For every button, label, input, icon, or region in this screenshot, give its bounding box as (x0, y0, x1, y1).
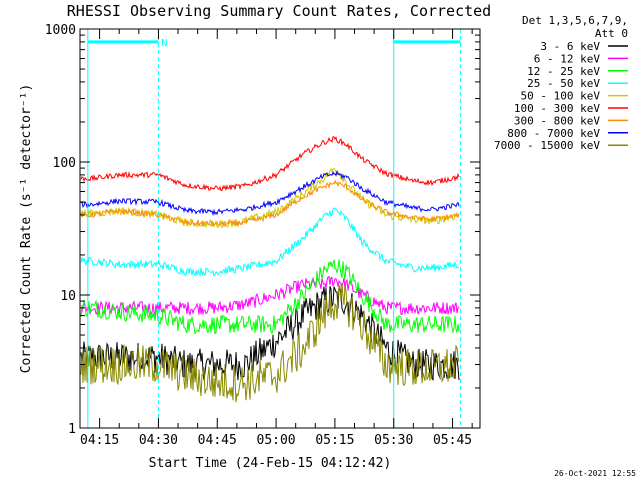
x-tick-label: 05:45 (433, 433, 472, 448)
legend-header-line-2: Att 0 (595, 27, 628, 40)
legend-label-7000-15000-kev: 7000 - 15000 keV (494, 139, 600, 152)
x-axis: 04:15 04:30 04:45 05:00 05:15 05:30 05:45 (79, 29, 473, 448)
legend-label-300-800-kev: 300 - 800 keV (514, 114, 600, 127)
plot-frame (79, 28, 481, 429)
x-axis-label: Start Time (24-Feb-15 04:12:42) (149, 456, 392, 471)
series-line-25-50-kev (80, 207, 460, 277)
series-line-100-300-kev (80, 136, 460, 192)
chart-title: RHESSI Observing Summary Count Rates, Co… (67, 2, 491, 20)
legend-label-3-6-kev: 3 - 6 keV (540, 40, 600, 53)
plot-area: 1 10 100 1000 04:15 04:30 04:45 05:00 05:15 05:3… (45, 23, 481, 448)
legend-label-25-50-kev: 25 - 50 keV (527, 77, 600, 90)
y-axis: 1 10 100 1000 (45, 23, 480, 437)
legend-label-12-25-kev: 12 - 25 keV (527, 65, 600, 78)
y-tick-label: 10 (60, 289, 76, 304)
legend-label-800-7000-kev: 800 - 7000 keV (507, 127, 600, 140)
legend-label-100-300-kev: 100 - 300 keV (514, 102, 600, 115)
flag-label: N (161, 38, 167, 49)
series-line-800-7000-kev (80, 169, 460, 217)
legend-label-6-12-kev: 6 - 12 keV (534, 52, 601, 65)
x-tick-label: 05:15 (315, 433, 354, 448)
series-line-50-100-kev (80, 167, 460, 229)
x-tick-label: 05:00 (257, 433, 296, 448)
series-line-6-12-kev (80, 275, 460, 317)
x-tick-label: 04:15 (80, 433, 119, 448)
series-line-12-25-kev (80, 259, 460, 335)
series-line-7000-15000-kev (80, 283, 460, 403)
y-axis-label: Corrected Count Rate (s⁻¹ detector⁻¹) (19, 84, 34, 374)
legend-header-line-1: Det 1,3,5,6,7,9, (522, 14, 628, 27)
y-tick-label: 100 (53, 156, 76, 171)
y-tick-label: 1000 (45, 23, 76, 38)
x-tick-label: 04:30 (139, 433, 178, 448)
legend-label-50-100-kev: 50 - 100 keV (521, 90, 601, 103)
series-line-300-800-kev (80, 179, 460, 228)
series-group (80, 136, 460, 403)
timestamp: 26-Oct-2021 12:55 (554, 469, 636, 478)
x-tick-label: 05:30 (374, 433, 413, 448)
y-tick-label: 1 (68, 422, 76, 437)
x-tick-label: 04:45 (198, 433, 237, 448)
marker-group (87, 29, 461, 428)
